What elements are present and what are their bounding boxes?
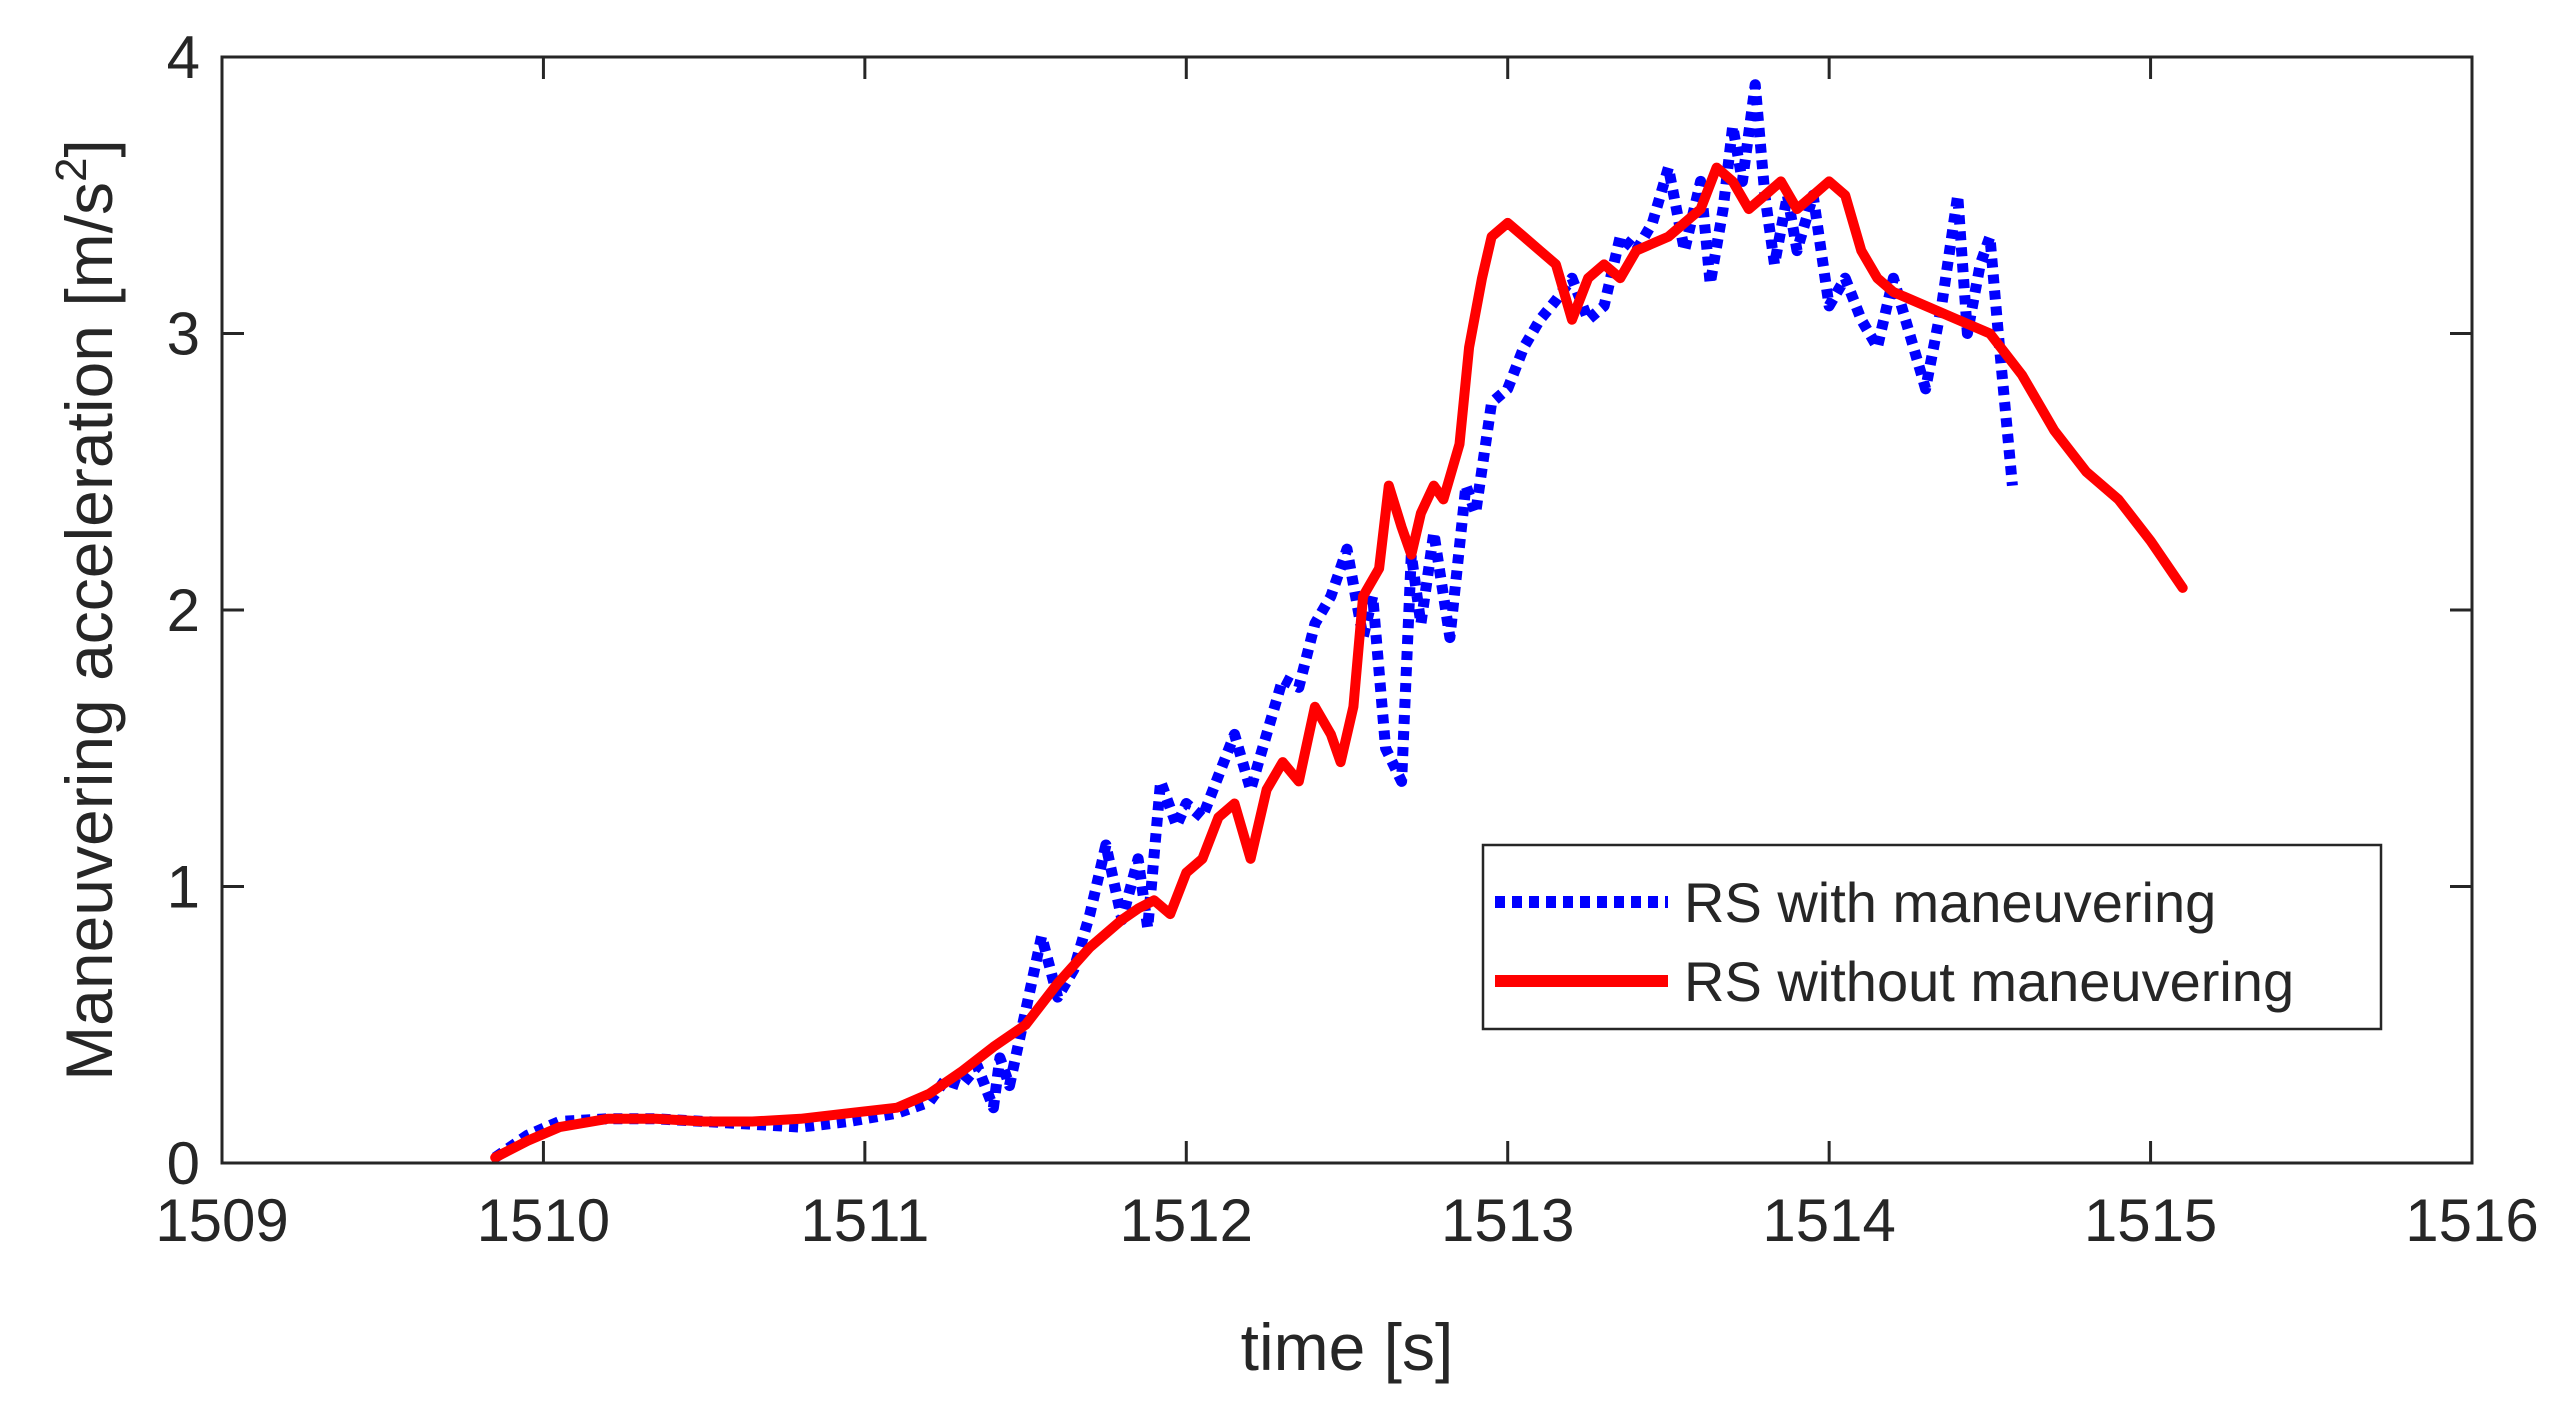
- x-axis-label: time [s]: [1241, 1310, 1454, 1384]
- y-tick-label: 4: [167, 24, 200, 91]
- x-tick-label: 1512: [1120, 1187, 1253, 1254]
- legend: RS with maneuvering RS without maneuveri…: [1481, 843, 2383, 1031]
- y-axis-label: Maneuvering acceleration [m/s2]: [47, 139, 126, 1081]
- y-tick-label: 1: [167, 854, 200, 921]
- y-tick-label: 0: [167, 1130, 200, 1197]
- x-tick-label: 1511: [800, 1187, 929, 1254]
- x-tick-label: 1513: [1441, 1187, 1574, 1254]
- x-tick-label: 1515: [2084, 1187, 2217, 1254]
- series-layer: [490, 79, 2188, 1163]
- x-tick-label: 1509: [155, 1187, 288, 1254]
- y-tick-label: 2: [167, 577, 200, 644]
- legend-label-without-maneuvering: RS without maneuvering: [1684, 950, 2294, 1013]
- x-axis-tick-labels: 1509 1510 1511 1512 1513 1514 1515 1516: [155, 1187, 2538, 1254]
- axis-ticks: [220, 55, 2474, 1165]
- y-axis-label-main: Maneuvering acceleration [m/s: [52, 182, 126, 1081]
- x-tick-label: 1514: [1762, 1187, 1895, 1254]
- y-axis-label-superscript: 2: [47, 158, 96, 182]
- series-line-rs-without-maneuvering: [490, 162, 2188, 1163]
- y-tick-label: 3: [167, 301, 200, 368]
- series-line-rs-with-maneuvering: [492, 79, 2018, 1163]
- x-tick-label: 1516: [2405, 1187, 2538, 1254]
- y-axis-label-tail: ]: [52, 139, 126, 157]
- y-axis-tick-labels: 0 1 2 3 4: [167, 24, 200, 1197]
- legend-box: [1481, 843, 2383, 1031]
- x-tick-label: 1510: [477, 1187, 610, 1254]
- legend-label-with-maneuvering: RS with maneuvering: [1684, 871, 2216, 934]
